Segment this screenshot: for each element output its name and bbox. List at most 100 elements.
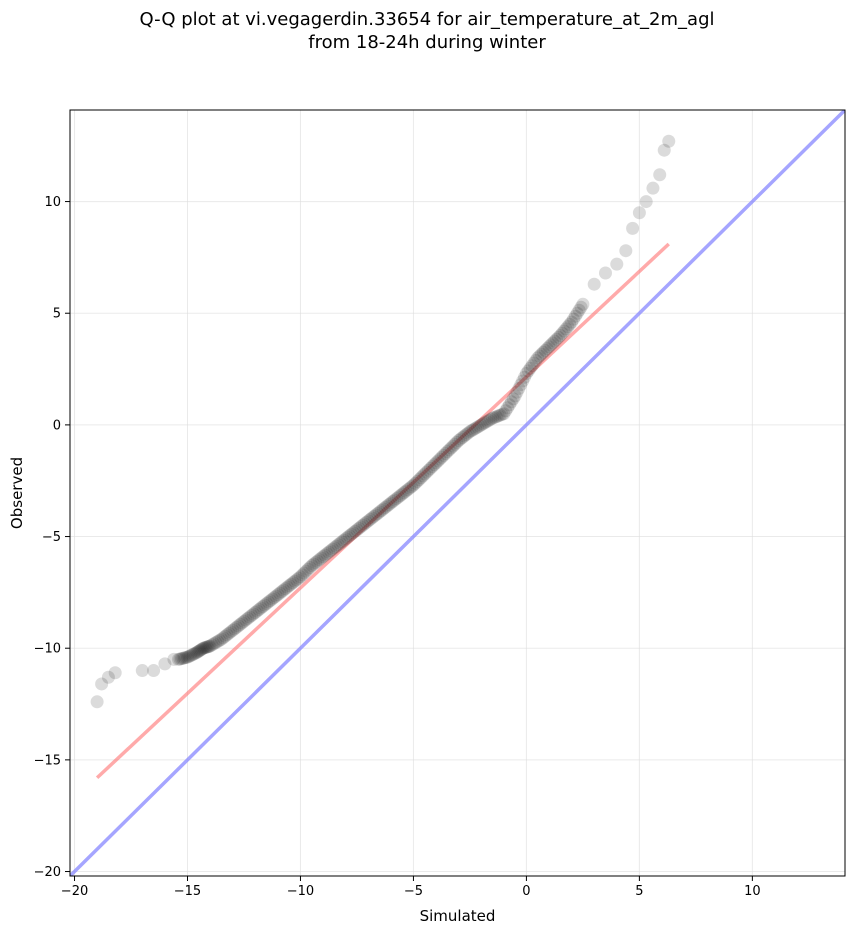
- quantile-point-dense: [273, 586, 287, 600]
- x-tick-label: −20: [61, 884, 88, 899]
- quantile-point-dense: [386, 495, 400, 509]
- quantile-point: [203, 639, 217, 653]
- quantile-point-dense: [320, 547, 334, 561]
- quantile-point: [339, 532, 353, 546]
- quantile-point: [180, 650, 194, 664]
- quantile-point: [542, 340, 556, 354]
- quantile-point-dense: [209, 636, 223, 650]
- x-tick-label: 0: [522, 884, 530, 899]
- quantile-point-dense: [536, 345, 550, 359]
- quantile-point-dense: [476, 417, 490, 431]
- quantile-point-dense: [510, 385, 524, 399]
- quantile-point-dense: [245, 608, 259, 622]
- quantile-point-dense: [521, 364, 535, 378]
- quantile-point-dense: [265, 592, 279, 606]
- quantile-point-dense: [261, 595, 275, 609]
- quantile-points: [90, 134, 676, 709]
- quantile-point-dense: [233, 617, 247, 631]
- quantile-point-dense: [388, 493, 402, 507]
- quantile-point-dense: [538, 343, 552, 357]
- quantile-point: [486, 411, 500, 425]
- axis-ticks: −20 −15 −10 −5 0 5 10 −20 −15 −10 −5 0 5 10: [34, 195, 761, 899]
- quantile-point-dense: [235, 616, 249, 630]
- quantile-point-dense: [250, 604, 264, 618]
- quantile-point: [361, 514, 375, 528]
- quantile-point-dense: [487, 410, 501, 424]
- quantile-point-dense: [391, 490, 405, 504]
- quantile-point-dense: [572, 303, 586, 317]
- quantile-point-dense: [295, 568, 309, 582]
- quantile-point-dense: [533, 349, 547, 363]
- quantile-point: [248, 605, 262, 619]
- quantile-point-dense: [376, 502, 390, 516]
- quantile-point-dense: [574, 300, 588, 314]
- quantile-point-dense: [393, 489, 407, 503]
- quantile-point-dense: [222, 626, 236, 640]
- quantile-point-dense: [465, 423, 479, 437]
- quantile-point-dense: [335, 535, 349, 549]
- quantile-point-dense: [354, 520, 368, 534]
- quantile-point: [237, 614, 251, 628]
- quantile-point-dense: [435, 450, 449, 464]
- quantile-point: [373, 505, 387, 519]
- quantile-point-dense: [213, 633, 227, 647]
- quantile-point-dense: [278, 582, 292, 596]
- quantile-point-dense: [491, 409, 505, 423]
- quantile-point-dense: [534, 347, 548, 361]
- quantile-point-dense: [374, 503, 388, 517]
- quantile-point-dense: [403, 481, 417, 495]
- quantile-point-dense: [454, 432, 468, 446]
- quantile-point-dense: [423, 461, 437, 475]
- y-tick-label: −20: [34, 865, 61, 880]
- quantile-point: [158, 657, 172, 671]
- quantile-point-dense: [331, 538, 345, 552]
- quantile-point-dense: [239, 613, 253, 627]
- quantile-point: [350, 523, 364, 537]
- quantile-point: [167, 652, 181, 666]
- quantile-point-dense: [192, 644, 206, 658]
- quantile-point-dense: [194, 643, 208, 657]
- quantile-point-dense: [301, 562, 315, 576]
- quantile-point-dense: [292, 571, 306, 585]
- quantile-point: [598, 266, 612, 280]
- quantile-point-dense: [371, 506, 385, 520]
- quantile-point-dense: [546, 336, 560, 350]
- quantile-point-dense: [195, 642, 209, 656]
- quantile-point-dense: [243, 610, 257, 624]
- quantile-point: [305, 559, 319, 573]
- quantile-point-dense: [363, 512, 377, 526]
- quantile-point-dense: [431, 454, 445, 468]
- quantile-point-dense: [346, 526, 360, 540]
- quantile-point: [587, 277, 601, 291]
- quantile-point: [474, 418, 488, 432]
- quantile-point-dense: [329, 539, 343, 553]
- quantile-point-dense: [318, 548, 332, 562]
- quantile-point: [101, 670, 115, 684]
- quantile-point-dense: [297, 566, 311, 580]
- quantile-point: [662, 134, 676, 148]
- y-tick-label: 5: [53, 307, 61, 322]
- quantile-point-dense: [525, 359, 539, 373]
- quantile-point-dense: [566, 312, 580, 326]
- quantile-point-dense: [176, 651, 190, 665]
- quantile-point-dense: [173, 652, 187, 666]
- quantile-point-dense: [433, 452, 447, 466]
- chart-title-line-1: Q-Q plot at vi.vegagerdin.33654 for air_…: [139, 9, 715, 30]
- chart-title-line-2: from 18-24h during winter: [308, 32, 546, 53]
- quantile-point-dense: [506, 392, 520, 406]
- quantile-point-dense: [461, 426, 475, 440]
- quantile-point-dense: [187, 647, 201, 661]
- quantile-point-dense: [252, 603, 266, 617]
- quantile-point-dense: [179, 651, 193, 665]
- quantile-point: [452, 434, 466, 448]
- quantile-point-dense: [356, 518, 370, 532]
- quantile-point-dense: [442, 443, 456, 457]
- quantile-point-dense: [480, 415, 494, 429]
- quantile-point-dense: [174, 652, 188, 666]
- quantile-point: [293, 570, 307, 584]
- quantile-point: [196, 641, 210, 655]
- quantile-point: [95, 677, 109, 691]
- quantile-point: [282, 579, 296, 593]
- quantile-point: [90, 695, 104, 709]
- quantile-point-dense: [267, 591, 281, 605]
